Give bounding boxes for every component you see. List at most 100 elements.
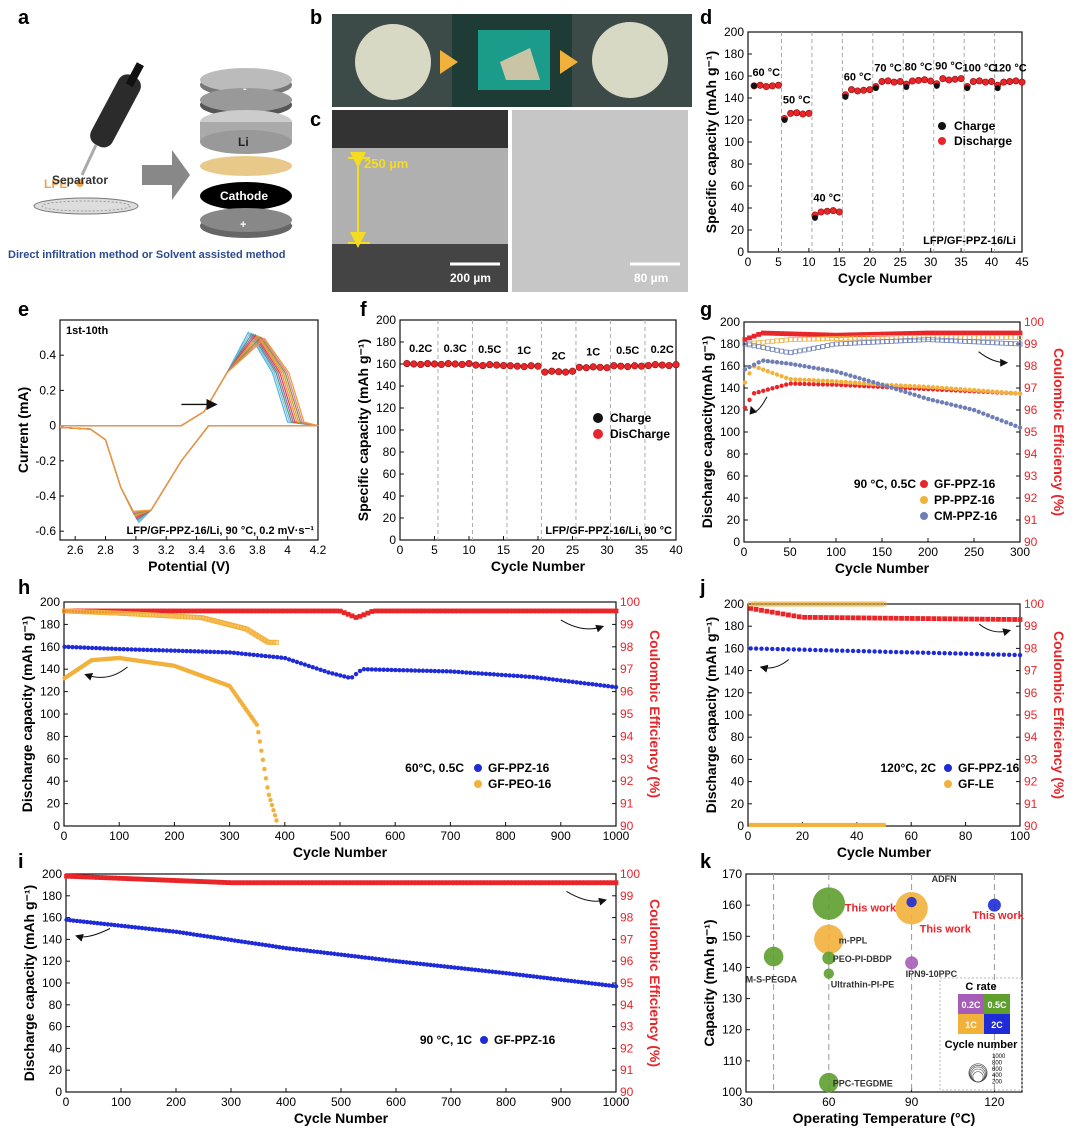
capacity-point: [793, 377, 798, 382]
temperature-label: 80 °C: [905, 61, 933, 73]
ce-point: [1013, 341, 1018, 347]
capacity-point: [160, 648, 166, 653]
capacity-point: [287, 946, 292, 951]
ce-point: [219, 608, 225, 614]
y-tick-label: 40: [731, 775, 745, 789]
capacity-point: [551, 976, 557, 982]
y2-tick-label: 92: [1024, 775, 1038, 789]
capacity-point: [200, 649, 205, 654]
y-axis-title: Specific capacity (mAh g⁻¹): [703, 51, 719, 233]
capacity-point: [1001, 652, 1007, 657]
y2-axis-title: Coulombic Efficiency (%): [1051, 348, 1067, 516]
capacity-point: [811, 378, 816, 383]
ce-point: [809, 601, 815, 607]
x-tick-label: 900: [551, 829, 571, 843]
capacity-point: [779, 383, 784, 389]
capacity-point: [807, 647, 813, 653]
capacity-point: [935, 399, 940, 404]
ce-point: [862, 601, 868, 607]
capacity-point: [137, 647, 142, 652]
capacity-point: [962, 405, 968, 411]
capacity-point: [523, 674, 528, 679]
y-axis-title: Discharge capacity (mAh g⁻¹): [21, 885, 37, 1081]
capacity-point: [253, 941, 258, 946]
capacity-point: [843, 372, 848, 377]
discharge-point: [787, 109, 795, 117]
capacity-point: [272, 813, 278, 818]
capacity-point: [907, 391, 913, 396]
ce-point: [742, 341, 748, 347]
ce-point: [203, 608, 209, 614]
capacity-point: [259, 653, 264, 658]
chart-i: 0 100 200 300 400 500 600 700 800 900 1000 0 20 40 60 8…: [21, 867, 663, 1126]
legend-marker: [920, 512, 928, 520]
capacity-point: [275, 655, 280, 660]
ce-point: [866, 332, 872, 337]
capacity-point: [990, 652, 996, 657]
ce-point: [318, 608, 323, 614]
ce-point: [546, 608, 552, 614]
capacity-point: [339, 952, 344, 957]
capacity-point: [949, 402, 954, 407]
y2-tick-label: 100: [1024, 597, 1044, 611]
ce-point: [802, 347, 807, 353]
y-tick-label: 40: [727, 491, 741, 505]
discharge-point: [520, 363, 528, 371]
chart-d: 0 5 10 15 20 25 30 35 40 45 0 20 40 60 80 100 120 140 160 1…: [703, 25, 1029, 286]
capacity-point: [610, 983, 615, 989]
capacity-point: [369, 956, 375, 961]
capacity-point: [74, 645, 79, 650]
cycle-size-ring: [971, 1068, 985, 1083]
capacity-point: [239, 939, 244, 944]
temperature-label: 70 °C: [874, 63, 902, 75]
ce-point: [857, 335, 862, 341]
cycle-size-label: 600: [992, 1067, 1003, 1073]
discharge-point: [410, 360, 418, 368]
ce-point: [878, 601, 884, 607]
x-tick-label: 15: [497, 543, 511, 557]
capacity-point: [820, 378, 826, 383]
y-tick-label: 0: [737, 819, 744, 833]
ce-point: [792, 337, 798, 342]
ce-point: [263, 638, 269, 644]
y-tick-label: 100: [376, 423, 396, 437]
capacity-point: [797, 381, 803, 387]
capacity-point: [888, 649, 893, 655]
rate-label: 0.2C: [651, 344, 674, 356]
ce-point: [613, 880, 619, 886]
capacity-point: [424, 962, 430, 967]
ce-point: [990, 340, 995, 346]
capacity-point: [510, 971, 516, 977]
comparison-bubble: [823, 968, 834, 979]
capacity-point: [806, 364, 812, 370]
capacity-point: [129, 924, 134, 930]
chart-annotation: LFP/GF-PPZ-16/Li, 90 °C, 0.2 mV·s⁻¹: [127, 525, 315, 537]
ce-point: [475, 608, 481, 614]
capacity-point: [311, 949, 317, 954]
ce-point: [802, 331, 807, 337]
capacity-point: [967, 406, 972, 412]
ce-point: [925, 337, 931, 343]
capacity-point: [531, 974, 536, 979]
ce-point: [935, 330, 940, 336]
ce-point: [861, 335, 867, 341]
capacity-point: [455, 965, 461, 971]
ce-point: [971, 330, 977, 336]
capacity-point: [247, 652, 252, 657]
ce-point: [881, 601, 887, 607]
capacity-point: [751, 362, 757, 367]
capacity-point: [495, 672, 501, 677]
discharge-point: [424, 359, 432, 368]
y-tick-label: 200: [720, 315, 740, 329]
capacity-point: [95, 920, 100, 926]
y-tick-label: 80: [47, 729, 61, 743]
capacity-point: [894, 383, 899, 388]
capacity-point: [958, 404, 963, 409]
ce-point: [748, 606, 754, 611]
capacity-point: [160, 928, 165, 933]
ce-point: [839, 615, 845, 621]
y-tick-label: 0: [733, 535, 740, 549]
ce-point: [377, 608, 383, 614]
ce-point: [797, 336, 803, 342]
capacity-point: [944, 401, 949, 406]
